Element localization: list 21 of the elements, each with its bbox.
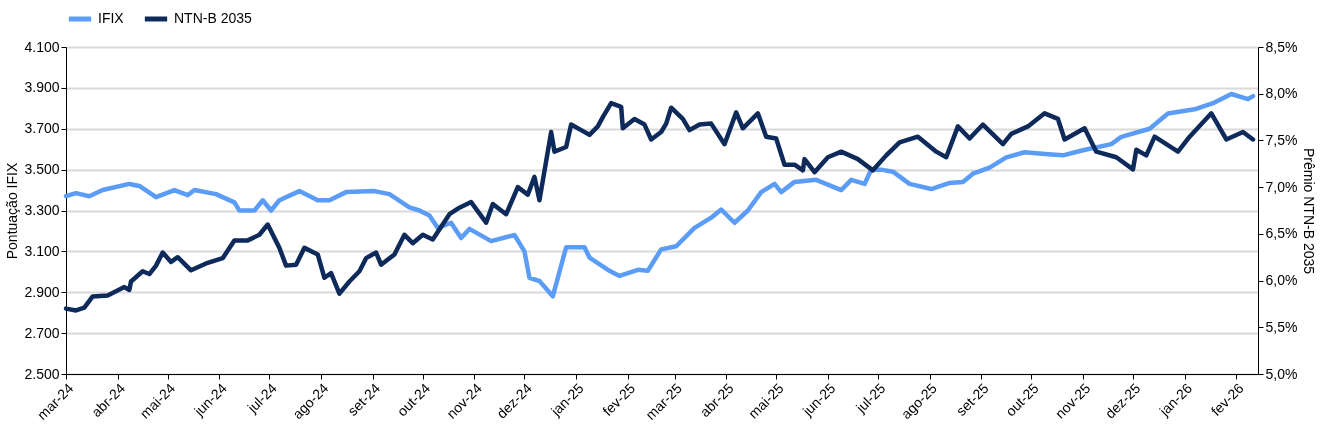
y2-tick-label: 8,5% — [1265, 38, 1298, 55]
y-tick-label: 3.900 — [24, 79, 60, 96]
y-tick-label: 3.700 — [24, 120, 60, 137]
y2-tick-label: 6,0% — [1265, 272, 1298, 289]
y2-tick-label: 5,0% — [1265, 365, 1298, 382]
y-tick-label: 3.300 — [24, 202, 60, 218]
y-axis-title: Pontuação IFIX — [4, 162, 21, 260]
y-tick-label: 3.500 — [24, 161, 60, 178]
y-tick-label: 2.900 — [24, 283, 60, 300]
y-tick-label: 2.700 — [24, 324, 60, 341]
y-tick-label: 3.100 — [24, 242, 60, 259]
y2-tick-label: 8,0% — [1265, 85, 1298, 102]
y2-tick-label: 7,5% — [1265, 131, 1298, 148]
y2-tick-label: 7,0% — [1265, 178, 1298, 195]
legend-label: IFIX — [98, 10, 125, 26]
y2-tick-label: 6,5% — [1265, 225, 1298, 242]
y2-tick-label: 5,5% — [1265, 318, 1298, 335]
y-tick-label: 2.500 — [24, 365, 60, 382]
y-tick-label: 4.100 — [24, 38, 60, 55]
legend-label: NTN-B 2035 — [174, 10, 253, 26]
y2-axis-title: Prêmio NTN-B 2035 — [1301, 147, 1318, 275]
